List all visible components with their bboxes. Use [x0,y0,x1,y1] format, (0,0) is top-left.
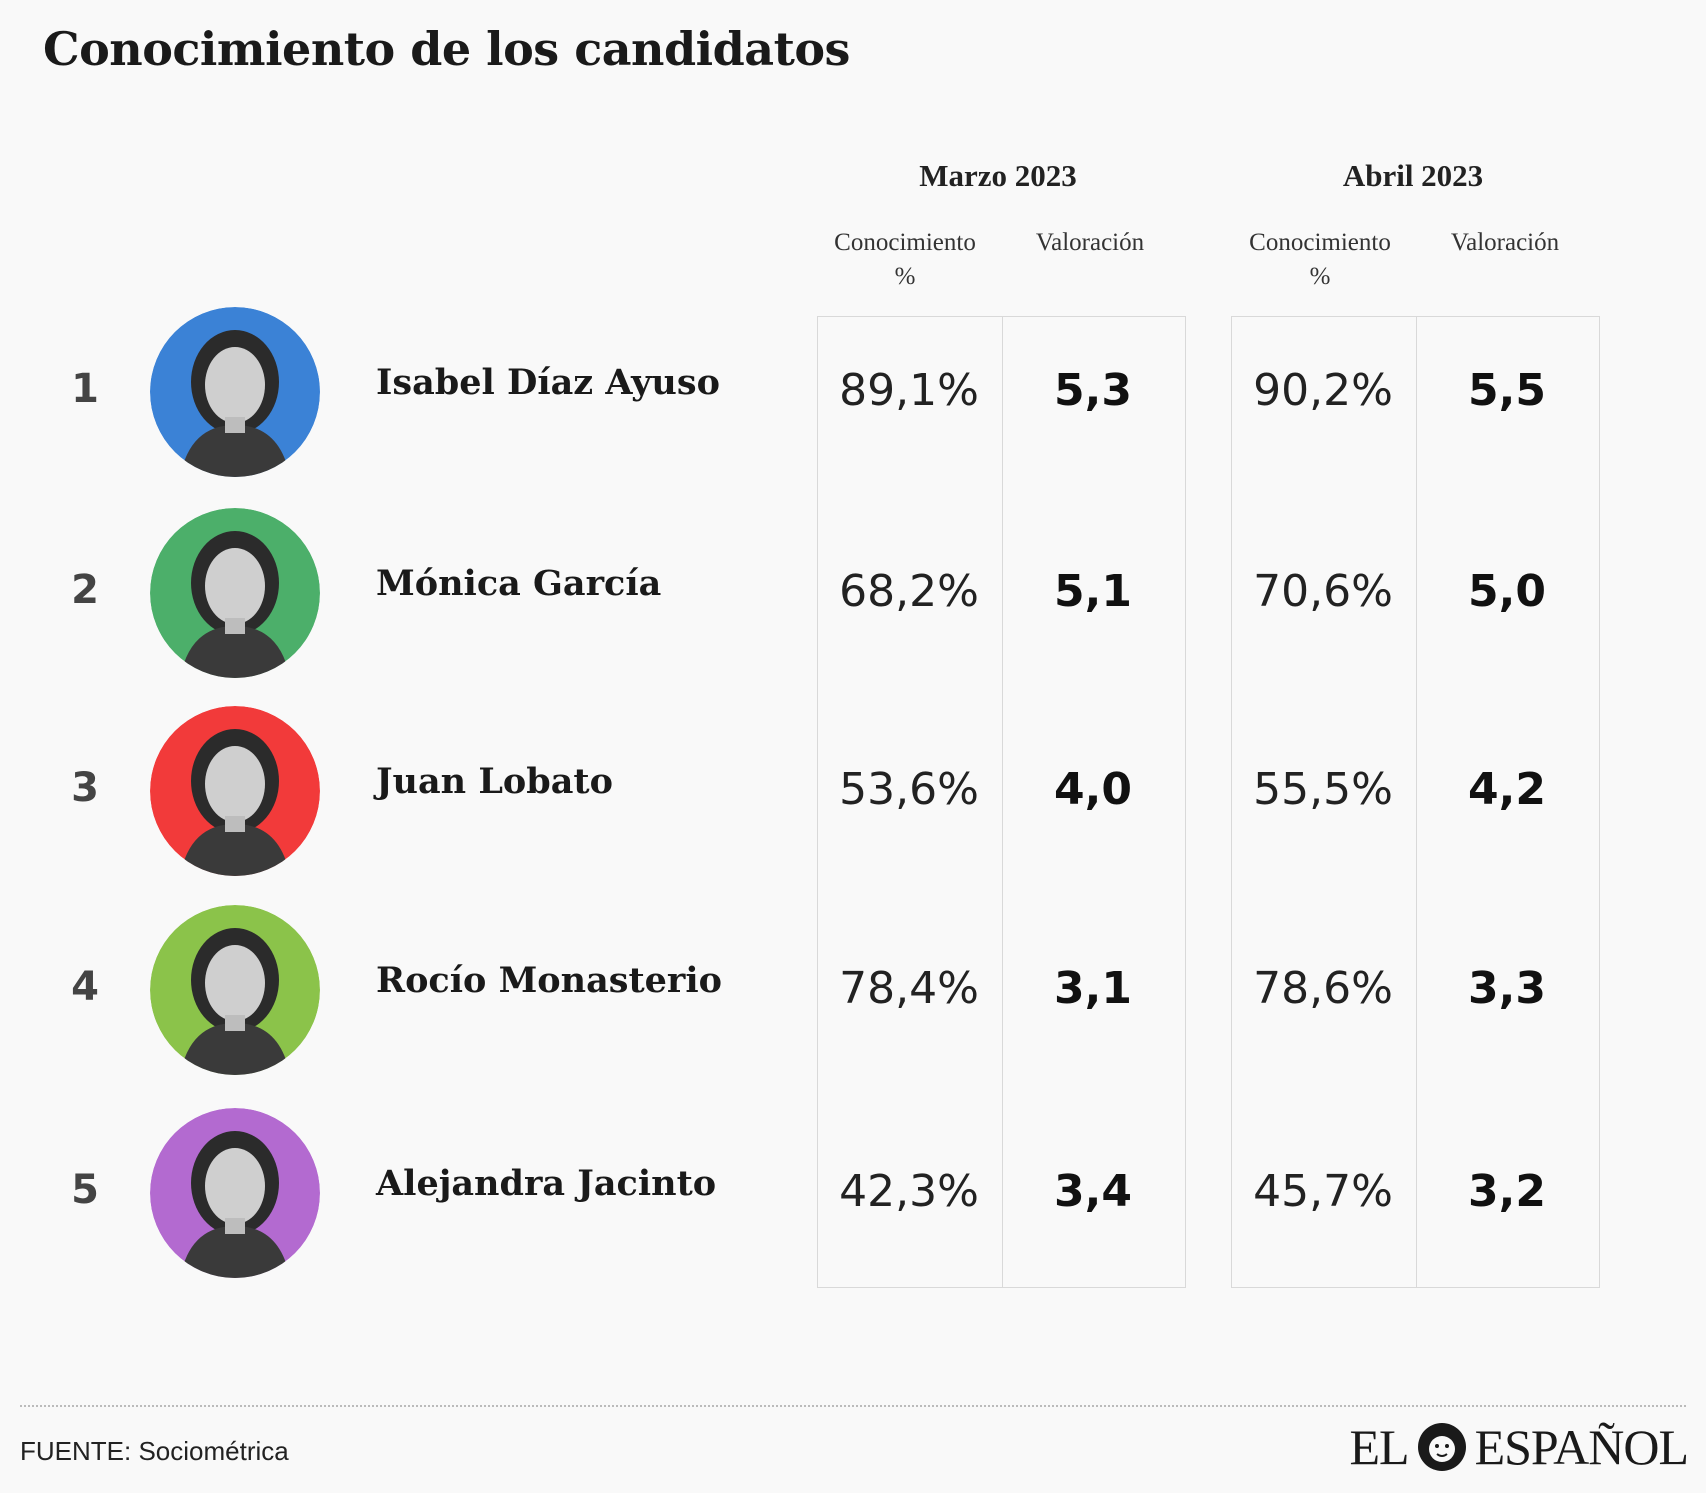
cell-conocimiento-marzo: 78,4% [839,963,979,1014]
cell-valoracion-abril: 4,2 [1468,764,1546,815]
cell-valoracion-abril: 5,5 [1468,365,1546,416]
table-box-abril [1231,316,1600,1288]
column-header-valoracion-marzo: Valoración [998,226,1182,260]
candidate-name: Juan Lobato [376,761,613,802]
candidate-avatar [150,307,320,477]
page-title: Conocimiento de los candidatos [43,22,850,76]
column-header-text: Valoración [1035,229,1145,256]
cell-valoracion-marzo: 4,0 [1054,764,1132,815]
period-label-marzo: Marzo 2023 [919,158,1077,193]
candidate-avatar [150,706,320,876]
column-header-conocimiento-marzo: Conocimiento % [813,226,997,294]
column-divider [1416,317,1417,1287]
rank-number: 1 [71,366,99,412]
column-header-unit: % [1309,263,1331,290]
candidate-name: Rocío Monasterio [376,960,723,1001]
candidate-name: Mónica García [376,563,662,604]
el-espanol-logo: EL ESPAÑOL [1349,1418,1689,1476]
logo-text-left: EL [1349,1419,1409,1475]
cell-conocimiento-abril: 90,2% [1253,365,1393,416]
lion-icon [1417,1423,1466,1471]
rank-number: 2 [71,567,99,613]
cell-valoracion-marzo: 5,3 [1054,365,1132,416]
column-header-unit: % [894,263,916,290]
cell-conocimiento-marzo: 42,3% [839,1166,979,1217]
source-note: FUENTE: Sociométrica [20,1436,289,1466]
cell-conocimiento-marzo: 89,1% [839,365,979,416]
candidate-name: Isabel Díaz Ayuso [376,362,720,403]
period-label-abril: Abril 2023 [1342,158,1484,193]
candidate-avatar [150,1108,320,1278]
column-header-text: Conocimiento [1249,229,1391,256]
cell-valoracion-marzo: 5,1 [1054,566,1132,617]
rank-number: 3 [71,765,99,811]
column-header-text: Valoración [1450,229,1560,256]
logo-text-right: ESPAÑOL [1474,1419,1689,1475]
rank-number: 4 [71,964,99,1010]
column-header-valoracion-abril: Valoración [1413,226,1597,260]
cell-conocimiento-abril: 55,5% [1253,764,1393,815]
table-box-marzo [817,316,1186,1288]
cell-conocimiento-marzo: 53,6% [839,764,979,815]
column-header-conocimiento-abril: Conocimiento % [1228,226,1412,294]
candidate-avatar [150,508,320,678]
rank-number: 5 [71,1167,99,1213]
cell-valoracion-marzo: 3,4 [1054,1166,1132,1217]
cell-valoracion-abril: 5,0 [1468,566,1546,617]
candidate-name: Alejandra Jacinto [376,1163,717,1204]
footer-divider [20,1405,1686,1407]
cell-conocimiento-marzo: 68,2% [839,566,979,617]
cell-conocimiento-abril: 70,6% [1253,566,1393,617]
candidate-avatar [150,905,320,1075]
cell-valoracion-abril: 3,2 [1468,1166,1546,1217]
cell-valoracion-abril: 3,3 [1468,963,1546,1014]
cell-conocimiento-abril: 45,7% [1253,1166,1393,1217]
column-divider [1002,317,1003,1287]
column-header-text: Conocimiento [834,229,976,256]
cell-conocimiento-abril: 78,6% [1253,963,1393,1014]
cell-valoracion-marzo: 3,1 [1054,963,1132,1014]
